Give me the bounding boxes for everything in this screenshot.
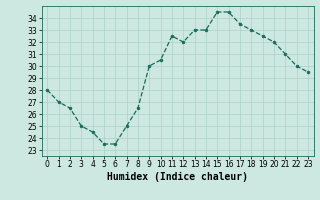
X-axis label: Humidex (Indice chaleur): Humidex (Indice chaleur)	[107, 172, 248, 182]
